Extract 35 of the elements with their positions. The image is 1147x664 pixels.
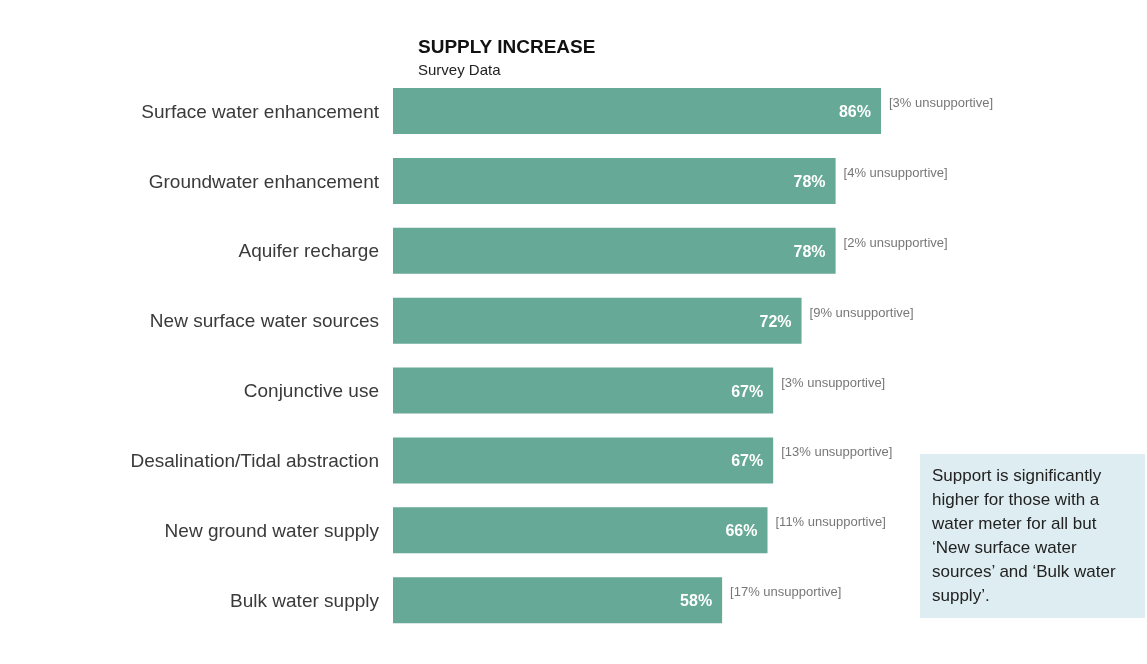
y-tick-label: Groundwater enhancement (148, 170, 380, 192)
data-label: 66% (725, 522, 758, 540)
data-label: 67% (731, 382, 764, 400)
bar (393, 297, 802, 344)
annotation: [2% unsupportive] (843, 234, 948, 250)
annotation: [11% unsupportive] (775, 514, 886, 530)
bar (393, 577, 723, 624)
bar (393, 367, 774, 414)
bar (393, 88, 881, 134)
bar (393, 437, 774, 484)
chart-subtitle: Survey Data (418, 61, 501, 78)
data-label: 72% (759, 312, 792, 330)
y-tick-label: Desalination/Tidal abstraction (130, 450, 379, 472)
data-label: 78% (793, 242, 826, 260)
annotation: [4% unsupportive] (843, 164, 948, 180)
bar (393, 157, 836, 204)
data-label: 58% (680, 592, 713, 610)
data-label: 86% (838, 103, 871, 120)
bar (393, 507, 768, 554)
annotation: [3% unsupportive] (889, 95, 994, 110)
y-tick-label: Aquifer recharge (238, 240, 379, 262)
annotation: [17% unsupportive] (730, 584, 842, 600)
data-label: 67% (731, 452, 764, 470)
bar (393, 227, 836, 274)
chart-title: SUPPLY INCREASE (418, 36, 596, 58)
y-tick-label: Conjunctive use (243, 380, 379, 402)
data-label: 78% (793, 172, 826, 190)
annotation: [3% unsupportive] (781, 374, 886, 390)
annotation: [9% unsupportive] (809, 304, 914, 320)
text: Support is significantly higher for those with a water meter for all but ‘New surface water sources’ and ‘Bulk water supply’. (920, 454, 1145, 618)
y-tick-label: Surface water enhancement (141, 100, 380, 122)
y-tick-label: New ground water supply (164, 519, 380, 541)
annotation: [13% unsupportive] (781, 444, 893, 460)
y-tick-label: New surface water sources (149, 310, 379, 332)
y-tick-label: Bulk water supply (230, 589, 380, 611)
